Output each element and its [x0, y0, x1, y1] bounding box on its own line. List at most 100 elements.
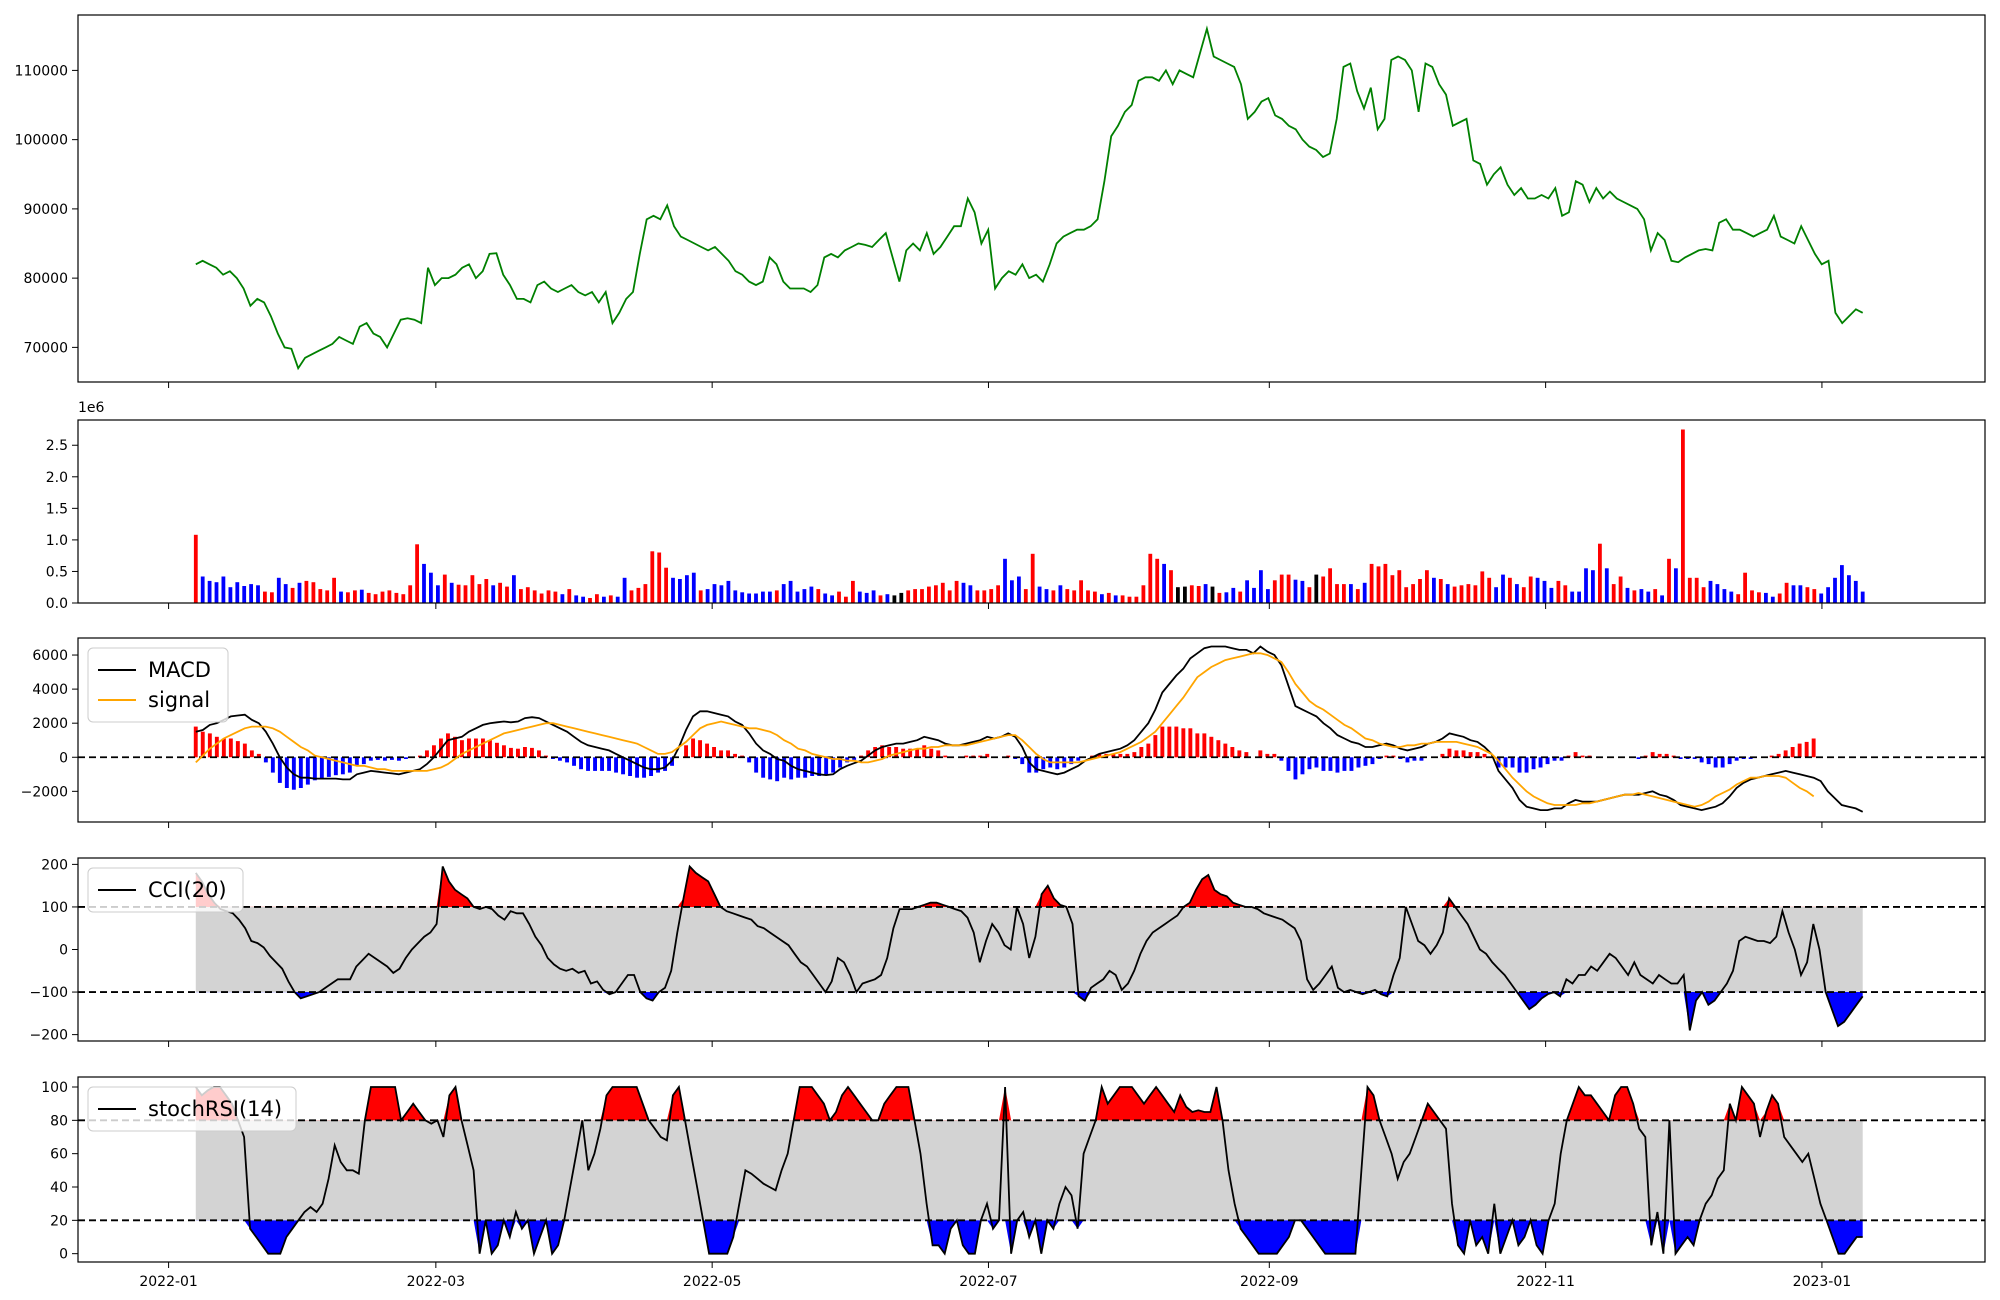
- macd-histogram-bar: [1349, 757, 1354, 771]
- macd-histogram-bar: [768, 757, 773, 780]
- panel-price: [72, 14, 1986, 388]
- volume-bar: [1487, 577, 1492, 603]
- macd-histogram-bar: [263, 757, 268, 763]
- volume-bar: [823, 593, 828, 603]
- macd-histogram-bar: [1237, 750, 1242, 758]
- volume-bar: [1196, 586, 1201, 603]
- series-line-macd: [195, 645, 1864, 813]
- macd-histogram-bar: [1132, 752, 1137, 758]
- volume-bar: [595, 594, 599, 603]
- legend-entry-cci-20-: CCI(20): [148, 878, 227, 902]
- volume-bar: [712, 584, 717, 603]
- macd-histogram-bar: [326, 757, 331, 777]
- volume-bar: [975, 590, 980, 603]
- volume-bar: [851, 580, 855, 603]
- panel-frame: [77, 419, 1986, 604]
- volume-bar: [339, 591, 343, 603]
- macd-histogram-bar: [1020, 757, 1025, 765]
- volume-bar: [1017, 576, 1021, 603]
- volume-bar: [1203, 584, 1208, 603]
- volume-bar: [1701, 587, 1706, 603]
- volume-bar: [1397, 570, 1402, 603]
- volume-bar: [207, 580, 212, 603]
- volume-bar: [1342, 584, 1346, 603]
- macd-histogram-bar: [1692, 757, 1697, 759]
- panel-macd: [72, 637, 1986, 828]
- y-tick-label: −200: [30, 1028, 68, 1044]
- macd-histogram-bar: [509, 747, 513, 758]
- macd-histogram-bar: [235, 741, 240, 758]
- volume-bar: [1653, 589, 1658, 603]
- volume-bar: [283, 584, 288, 603]
- volume-bar: [1266, 589, 1270, 603]
- volume-bar: [1148, 553, 1153, 603]
- y-tick-label: 0: [59, 943, 68, 959]
- macd-histogram-bar: [488, 740, 492, 758]
- macd-histogram-bar: [1503, 757, 1508, 768]
- macd-histogram-bar: [1664, 753, 1669, 758]
- volume-bar: [1231, 587, 1236, 603]
- volume-bar: [705, 589, 710, 603]
- volume-bar: [864, 592, 869, 603]
- volume-bar: [892, 595, 897, 603]
- macd-histogram-bar: [1538, 757, 1543, 768]
- volume-bar: [519, 589, 523, 603]
- macd-histogram-bar: [1482, 753, 1487, 758]
- macd-histogram-bar: [277, 757, 282, 783]
- volume-bar: [249, 584, 253, 603]
- panel-frame: [77, 637, 1986, 823]
- volume-bar: [1134, 596, 1139, 603]
- macd-histogram-bar: [761, 757, 766, 778]
- volume-bar: [1542, 580, 1547, 603]
- volume-bar: [1376, 566, 1381, 603]
- volume-bar: [1777, 593, 1782, 603]
- macd-histogram-bar: [214, 736, 219, 758]
- macd-histogram-bar: [1783, 750, 1788, 758]
- volume-bar: [1757, 592, 1761, 603]
- volume-bar: [657, 552, 662, 603]
- macd-histogram-bar: [1580, 755, 1585, 758]
- volume-bar: [193, 534, 198, 603]
- macd-histogram-bar: [1461, 750, 1466, 758]
- macd-histogram-bar: [1188, 728, 1193, 758]
- volume-bar: [373, 594, 378, 603]
- macd-histogram-bar: [635, 757, 639, 778]
- volume-bar: [1501, 574, 1505, 603]
- y-tick-label: 0: [59, 1247, 68, 1263]
- volume-bar: [1770, 596, 1775, 603]
- macd-histogram-bar: [1139, 747, 1144, 758]
- volume-bar: [1667, 558, 1671, 603]
- volume-bar: [1681, 429, 1685, 603]
- volume-bar: [1155, 558, 1160, 603]
- panel-cci: [72, 857, 1986, 1047]
- oscillator-line: [195, 1083, 1863, 1258]
- volume-bar: [1106, 592, 1111, 603]
- volume-bar: [242, 586, 247, 603]
- macd-histogram-bar: [1258, 750, 1263, 758]
- volume-bar: [380, 591, 385, 603]
- macd-histogram-bar: [565, 757, 569, 763]
- macd-histogram-bar: [1041, 757, 1046, 770]
- volume-bar: [913, 589, 917, 603]
- macd-histogram-bar: [193, 726, 198, 758]
- macd-histogram-bar: [607, 757, 611, 771]
- oscillator-band: [195, 906, 1863, 993]
- macd-histogram-bar: [922, 745, 927, 758]
- volume-bar: [754, 593, 758, 603]
- volume-bar: [726, 580, 731, 603]
- macd-histogram-bar: [1279, 757, 1284, 761]
- macd-histogram-bar: [1454, 750, 1459, 758]
- macd-histogram-bar: [1412, 757, 1417, 761]
- volume-offset-label: 1e6: [78, 400, 105, 416]
- volume-bar: [602, 596, 606, 603]
- legend-box: [87, 647, 229, 723]
- volume-bar: [1805, 587, 1810, 603]
- macd-histogram-bar: [1111, 753, 1116, 758]
- macd-histogram-bar: [719, 750, 723, 758]
- macd-histogram-bar: [782, 757, 787, 778]
- macd-histogram-bar: [284, 757, 289, 788]
- volume-bar: [1466, 584, 1471, 603]
- macd-histogram-bar: [1125, 753, 1130, 758]
- volume-bar: [1438, 579, 1443, 603]
